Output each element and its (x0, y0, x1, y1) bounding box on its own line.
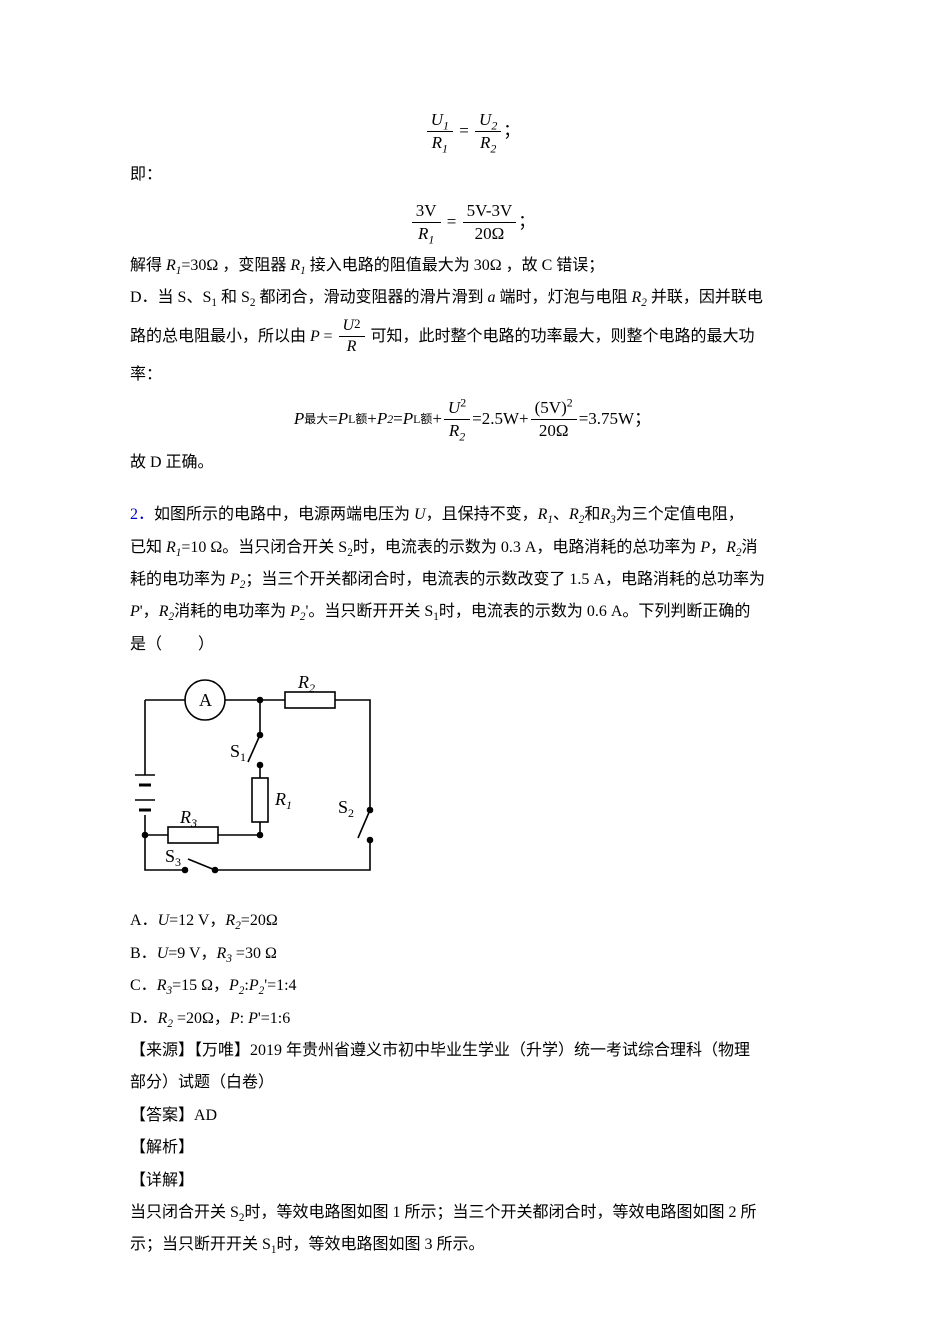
d-explain-1: D．当 S、S1 和 S2 都闭合，滑动变阻器的滑片滑到 a 端时，灯泡与电阻 … (130, 283, 815, 313)
svg-text:S1: S1 (230, 741, 246, 764)
source-line2: 部分）试题（白卷） (130, 1068, 815, 1098)
ammeter-label: A (199, 690, 212, 710)
text-ji: 即： (130, 160, 815, 190)
solve-line: 解得 R1=30Ω ，变阻器 R1 接入电路的阻值最大为 30Ω ，故 C 错误… (130, 251, 815, 281)
option-d: D．R2 =20Ω，P: P'=1:6 (130, 1004, 815, 1034)
equation-3: P最大 = PL额 + P2 = PL额 + U2 R2 =2.5W+ (5V)… (130, 397, 815, 442)
svg-text:S2: S2 (338, 797, 354, 820)
eq1-lhs-num: U (431, 110, 443, 129)
equation-1: U1 R1 = U2 R2 ； (130, 106, 815, 154)
circuit-diagram: A R2 S1 R1 S2 R3 S3 (130, 670, 815, 896)
equation-2: 3V R1 = 5V-3V 20Ω ； (130, 197, 815, 245)
option-b: B．U=9 V，R3 =30 Ω (130, 939, 815, 969)
d-correct: 故 D 正确。 (130, 448, 815, 478)
jiexi-line: 【解析】 (130, 1133, 815, 1163)
detail-line2: 示；当只断开开关 S1时，等效电路图如图 3 所示。 (130, 1230, 815, 1260)
d-explain-3: 率： (130, 360, 815, 390)
svg-text:R1: R1 (274, 789, 292, 812)
q2-line1: 2．如图所示的电路中，电源两端电压为 U，且保持不变，R1、R2和R3为三个定值… (130, 500, 815, 530)
q2-number: 2． (130, 506, 154, 523)
source-line1: 【来源】【万唯】2019 年贵州省遵义市初中毕业生学业（升学）统一考试综合理科（… (130, 1036, 815, 1066)
svg-text:S3: S3 (165, 846, 181, 869)
svg-text:R3: R3 (179, 807, 197, 830)
q2-line3: 耗的电功率为 P2；当三个开关都闭合时，电流表的示数改变了 1.5 A，电路消耗… (130, 565, 815, 595)
svg-text:R2: R2 (297, 672, 315, 695)
q2-line5: 是（ ） (130, 630, 815, 660)
d-explain-2: 路的总电阻最小，所以由 P = U2 R 可知，此时整个电路的功率最大，则整个电… (130, 316, 815, 359)
option-c: C．R3=15 Ω，P2:P2'=1:4 (130, 971, 815, 1001)
xiangjie-line: 【详解】 (130, 1166, 815, 1196)
q2-line4: P'，R2消耗的电功率为 P2'。当只断开开关 S1时，电流表的示数为 0.6 … (130, 597, 815, 627)
detail-line1: 当只闭合开关 S2时，等效电路图如图 1 所示；当三个开关都闭合时，等效电路图如… (130, 1198, 815, 1228)
answer-line: 【答案】AD (130, 1101, 815, 1131)
option-a: A．U=12 V，R2=20Ω (130, 906, 815, 936)
q2-line2: 已知 R1=10 Ω。当只闭合开关 S2时，电流表的示数为 0.3 A，电路消耗… (130, 533, 815, 563)
